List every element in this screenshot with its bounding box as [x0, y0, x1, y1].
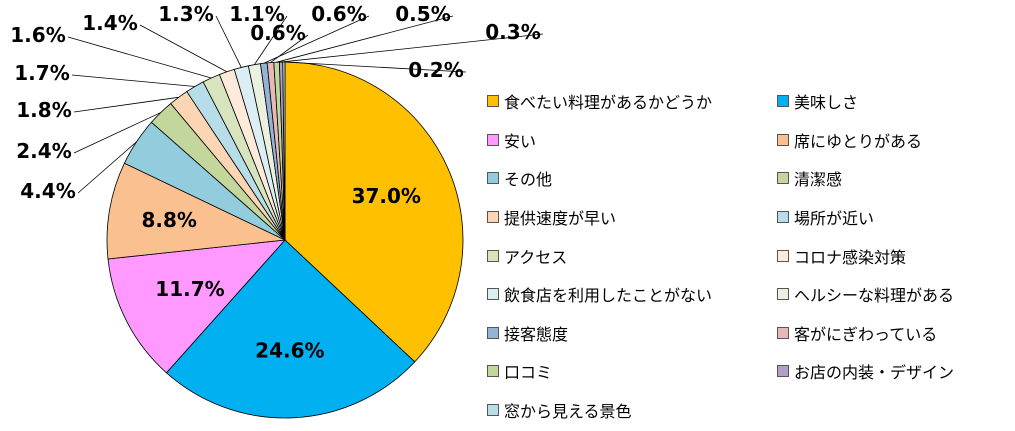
leader-line: [263, 15, 370, 64]
leader-line: [281, 33, 544, 63]
data-label: 8.8%: [141, 208, 196, 232]
leader-line: [215, 15, 242, 68]
legend-item: アクセス: [487, 236, 777, 275]
data-label: 0.6%: [250, 21, 305, 45]
legend-label: 場所が近い: [794, 209, 875, 229]
legend-swatch: [487, 133, 499, 146]
legend-label: ヘルシーな料理がある: [794, 286, 955, 306]
data-label: 1.3%: [158, 2, 213, 26]
legend-item: お店の内装・デザイン: [777, 352, 987, 391]
legend-item: 場所が近い: [777, 198, 987, 237]
pie-slice: [106, 162, 287, 260]
legend-label: 食べたい料理があるかどうか: [504, 93, 713, 113]
data-label: 11.7%: [155, 277, 224, 301]
leader-line: [73, 112, 161, 154]
leader-line: [139, 24, 228, 73]
legend-swatch: [487, 172, 499, 185]
legend-swatch: [487, 404, 499, 417]
legend-item: 清潔感: [777, 159, 987, 198]
legend-item: ヘルシーな料理がある: [777, 275, 987, 314]
legend-label: コロナ感染対策: [794, 247, 907, 267]
data-label: 4.4%: [20, 179, 75, 203]
data-label: 1.7%: [14, 61, 69, 85]
legend-label: 口コミ: [504, 363, 553, 383]
leader-line: [71, 74, 195, 87]
legend-label: 接客態度: [504, 324, 569, 344]
legend-swatch: [487, 288, 499, 301]
legend-label: お店の内装・デザイン: [794, 363, 955, 383]
legend: 食べたい料理があるかどうか 美味しさ安い 席にゆとりがあるその他 清潔感提供速度が早い…: [487, 82, 987, 429]
legend-item: 安い: [487, 121, 777, 160]
leader-line: [254, 15, 288, 65]
legend-item: 口コミ: [487, 352, 777, 391]
legend-item: 提供速度が早い: [487, 198, 777, 237]
legend-label: 美味しさ: [794, 93, 859, 113]
legend-item: 窓から見える景色: [487, 391, 777, 430]
legend-swatch: [777, 172, 789, 185]
data-label: 2.4%: [16, 139, 71, 163]
data-label: 0.6%: [311, 2, 366, 26]
leader-line: [73, 96, 179, 113]
legend-label: その他: [504, 170, 553, 190]
leader-line: [77, 141, 137, 194]
legend-swatch: [777, 95, 789, 108]
legend-swatch: [487, 95, 499, 108]
leader-line: [283, 61, 467, 73]
legend-label: 窓から見える景色: [504, 402, 632, 422]
legend-swatch: [487, 211, 499, 224]
data-label: 0.5%: [395, 2, 450, 26]
legend-item: 席にゆとりがある: [777, 121, 987, 160]
legend-item: 接客態度: [487, 314, 777, 353]
legend-item: その他: [487, 159, 777, 198]
data-label: 24.6%: [255, 338, 324, 362]
data-label: 37.0%: [352, 184, 421, 208]
legend-swatch: [777, 365, 789, 378]
legend-swatch: [777, 133, 789, 146]
legend-item: 客がにぎわっている: [777, 314, 987, 353]
data-label: 1.8%: [16, 98, 71, 122]
legend-label: 飲食店を利用したことがない: [504, 286, 713, 306]
pie-slice: [165, 239, 416, 419]
legend-label: 提供速度が早い: [504, 209, 617, 229]
leader-line: [270, 34, 309, 63]
legend-label: 客がにぎわっている: [794, 324, 938, 344]
data-label: 1.1%: [229, 2, 284, 26]
legend-swatch: [777, 211, 789, 224]
legend-swatch: [487, 365, 499, 378]
legend-item: コロナ感染対策: [777, 236, 987, 275]
legend-swatch: [487, 326, 499, 339]
data-label: 1.6%: [10, 23, 65, 47]
data-label: 0.3%: [485, 20, 540, 44]
leader-line: [67, 36, 212, 79]
legend-label: 清潔感: [794, 170, 843, 190]
leader-line: [276, 15, 454, 63]
legend-item: 美味しさ: [777, 82, 987, 121]
legend-item: 飲食店を利用したことがない: [487, 275, 777, 314]
data-label: 1.4%: [82, 11, 137, 35]
legend-swatch: [487, 249, 499, 262]
pie-slice: [107, 239, 286, 374]
legend-label: 席にゆとりがある: [794, 131, 923, 151]
legend-swatch: [777, 288, 789, 301]
legend-item: 食べたい料理があるかどうか: [487, 82, 777, 121]
legend-swatch: [777, 249, 789, 262]
legend-label: 安い: [504, 131, 537, 151]
data-label: 0.2%: [408, 58, 463, 82]
pie-slice: [284, 61, 464, 363]
legend-label: アクセス: [504, 247, 568, 267]
legend-swatch: [777, 326, 789, 339]
